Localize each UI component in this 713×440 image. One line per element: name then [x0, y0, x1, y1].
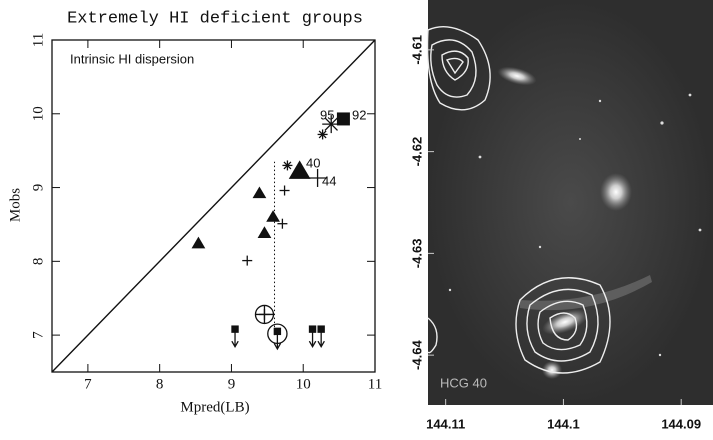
image-background	[428, 0, 713, 405]
y-tick-label: 8	[30, 258, 46, 266]
y-tick-label: -4.63	[409, 239, 424, 269]
x-tick-label: 144.11	[426, 416, 465, 431]
triangle	[252, 186, 267, 199]
galaxy	[542, 309, 588, 335]
marker-stroke	[283, 161, 292, 170]
marker	[308, 168, 327, 187]
x-tick-label: 144.09	[661, 416, 701, 431]
marker	[254, 304, 275, 325]
y-tick-label: -4.61	[409, 35, 424, 65]
marker	[317, 129, 328, 140]
triangle	[191, 236, 206, 249]
circle	[254, 304, 275, 325]
marker	[288, 160, 311, 179]
marker	[282, 160, 293, 171]
marker	[242, 255, 253, 266]
y-tick-label: 11	[30, 33, 46, 47]
marker	[252, 186, 267, 199]
marker	[231, 325, 239, 349]
x-tick-label: 11	[368, 376, 382, 392]
stars	[448, 93, 702, 357]
marker	[308, 325, 317, 349]
marker	[191, 236, 206, 249]
y-axis-label: Mobs	[7, 188, 23, 222]
one-to-one-line	[51, 39, 376, 373]
square	[336, 112, 350, 126]
x-axis-label: Mpred(LB)	[180, 399, 249, 415]
y-tick-label: 10	[30, 106, 46, 121]
marker	[277, 218, 288, 229]
x-tick-label: 10	[296, 376, 311, 392]
point-label: 92	[352, 107, 366, 122]
circle	[267, 323, 288, 345]
x-tick-label: 8	[156, 376, 164, 392]
triangle	[257, 226, 272, 238]
point-label: 40	[306, 155, 320, 170]
marker	[266, 210, 280, 222]
arrow-head	[308, 340, 317, 349]
galaxy	[542, 361, 562, 379]
plot-frame	[51, 39, 376, 373]
x-tick-label: 9	[228, 376, 236, 392]
marker	[257, 226, 272, 238]
tidal-tail	[520, 275, 652, 311]
marker-stroke	[318, 130, 327, 139]
image-panel: HCG 40	[426, 0, 713, 405]
galaxy	[600, 173, 632, 211]
marker	[267, 323, 288, 351]
marker	[317, 325, 325, 349]
chart-title: Extremely HI deficient groups	[67, 9, 363, 28]
arrow-head	[231, 340, 239, 349]
y-tick-label: 7	[30, 331, 46, 339]
arrow-head	[317, 340, 325, 349]
galaxy	[497, 66, 537, 86]
image-label: HCG 40	[440, 375, 487, 390]
contours	[426, 26, 611, 374]
point-label: 44	[322, 173, 336, 188]
x-tick-label: 144.1	[547, 416, 580, 431]
marker	[279, 185, 290, 196]
triangle	[288, 160, 311, 179]
x-tick-label: 7	[84, 376, 92, 392]
marker	[336, 112, 350, 126]
y-tick-label: 9	[30, 184, 46, 192]
arrow-head	[273, 343, 282, 351]
annotation: Intrinsic HI dispersion	[70, 51, 194, 66]
marker-stroke	[324, 117, 338, 131]
y-tick-label: -4.64	[409, 340, 424, 370]
triangle	[266, 210, 280, 222]
y-tick-label: -4.62	[409, 137, 424, 167]
